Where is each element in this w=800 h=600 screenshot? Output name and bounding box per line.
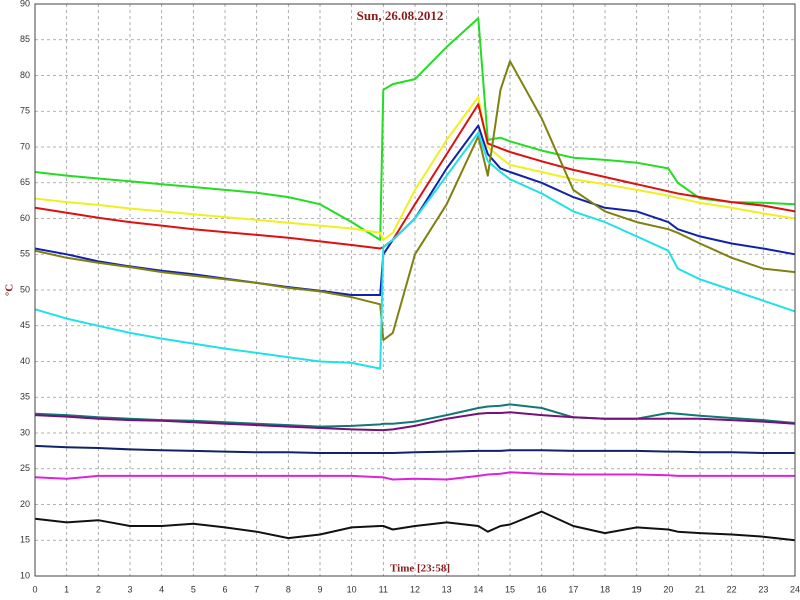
x-tick-label: 17 [568,584,578,594]
series-line [34,17,796,241]
x-tick-label: 23 [758,584,768,594]
x-tick-label: 18 [600,584,610,594]
x-tick-label: 19 [632,584,642,594]
x-tick-label: 0 [32,584,37,594]
y-tick-label: 80 [20,70,30,80]
y-tick-label: 65 [20,177,30,187]
y-tick-label: 75 [20,106,30,116]
x-tick-label: 12 [410,584,420,594]
x-tick-label: 11 [379,584,388,594]
series-line [34,131,796,370]
y-tick-label: 20 [20,499,30,509]
series-line [34,60,796,342]
y-tick-label: 15 [20,535,30,545]
x-tick-label: 5 [191,584,196,594]
x-tick-label: 22 [727,584,737,594]
x-tick-label: 16 [537,584,547,594]
series-line [34,510,796,542]
x-tick-label: 2 [96,584,101,594]
x-tick-label: 15 [505,584,515,594]
y-tick-label: 90 [20,0,30,8]
x-tick-label: 20 [663,584,673,594]
x-tick-label: 8 [286,584,291,594]
x-tick-label: 4 [159,584,164,594]
x-tick-label: 13 [442,584,452,594]
y-tick-label: 25 [20,463,30,473]
y-tick-label: 30 [20,427,30,437]
lines [34,17,796,542]
series-line [34,124,796,296]
y-axis-label: °C [4,284,16,296]
x-tick-label: 1 [64,584,69,594]
y-tick-label: 10 [20,570,30,580]
y-tick-label: 85 [20,34,30,44]
x-axis-label: Time [23:58] [390,563,450,575]
x-tick-label: 6 [222,584,227,594]
series-line [34,444,795,454]
x-tick-label: 10 [347,584,357,594]
x-tick-label: 24 [790,584,800,594]
y-tick-label: 70 [20,141,30,151]
y-tick-label: 35 [20,392,30,402]
plot-frame [34,3,796,577]
series-line [34,471,795,481]
x-tick-label: 9 [317,584,322,594]
x-tick-label: 3 [127,584,132,594]
y-tick-label: 45 [20,320,30,330]
chart-title: Sun, 26.08.2012 [357,8,444,23]
y-tick-label: 40 [20,356,30,366]
x-tick-label: 21 [695,584,705,594]
series-line [34,103,796,250]
y-tick-label: 55 [20,249,30,259]
y-tick-label: 60 [20,213,30,223]
x-tick-label: 7 [254,584,259,594]
series-line [34,95,796,241]
series-line [34,411,796,432]
series-line [34,403,796,428]
x-tick-label: 14 [473,584,483,594]
y-tick-label: 50 [20,284,30,294]
